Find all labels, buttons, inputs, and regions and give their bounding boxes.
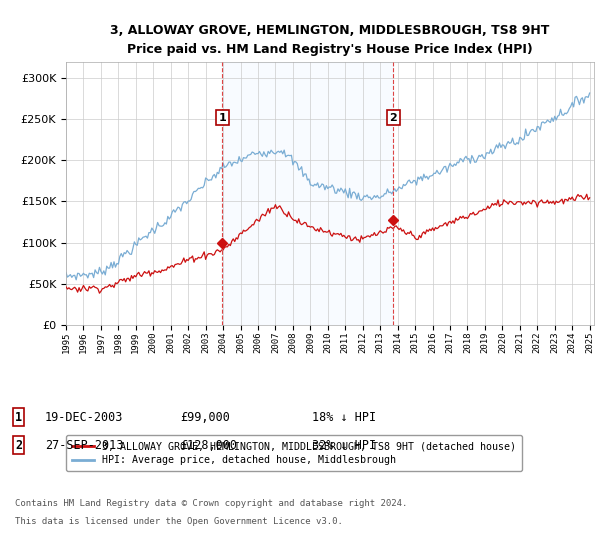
- Legend: 3, ALLOWAY GROVE, HEMLINGTON, MIDDLESBROUGH, TS8 9HT (detached house), HPI: Aver: 3, ALLOWAY GROVE, HEMLINGTON, MIDDLESBRO…: [66, 435, 522, 471]
- Title: 3, ALLOWAY GROVE, HEMLINGTON, MIDDLESBROUGH, TS8 9HT
Price paid vs. HM Land Regi: 3, ALLOWAY GROVE, HEMLINGTON, MIDDLESBRO…: [110, 24, 550, 56]
- Bar: [223, 62, 393, 325]
- Text: £99,000: £99,000: [180, 410, 230, 424]
- Text: £128,000: £128,000: [180, 438, 237, 452]
- Text: 32% ↓ HPI: 32% ↓ HPI: [312, 438, 376, 452]
- Text: This data is licensed under the Open Government Licence v3.0.: This data is licensed under the Open Gov…: [15, 517, 343, 526]
- Text: 1: 1: [15, 410, 22, 424]
- Text: 18% ↓ HPI: 18% ↓ HPI: [312, 410, 376, 424]
- Text: 27-SEP-2013: 27-SEP-2013: [45, 438, 124, 452]
- Text: 19-DEC-2003: 19-DEC-2003: [45, 410, 124, 424]
- Text: 2: 2: [389, 113, 397, 123]
- Text: 1: 1: [218, 113, 226, 123]
- Text: Contains HM Land Registry data © Crown copyright and database right 2024.: Contains HM Land Registry data © Crown c…: [15, 500, 407, 508]
- Text: 2: 2: [15, 438, 22, 452]
